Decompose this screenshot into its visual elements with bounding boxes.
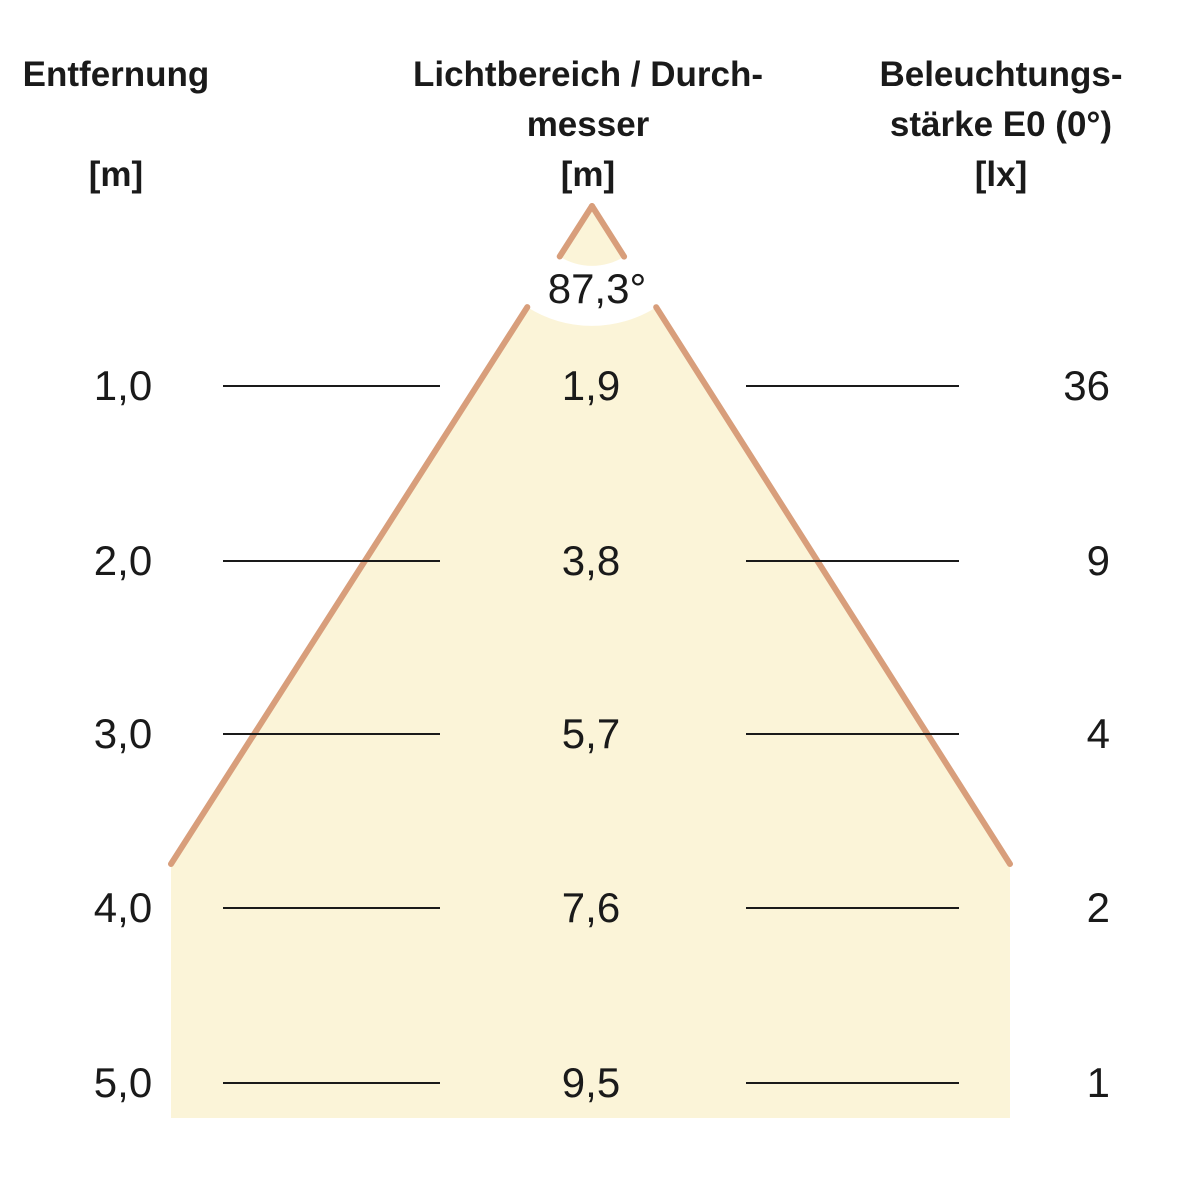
header-illuminance-title-line1: Beleuchtungs-: [879, 55, 1123, 94]
beam-angle-label: 87,3°: [547, 265, 647, 312]
header-distance: Entfernung [m]: [16, 50, 216, 200]
row2-distance: 2,0: [93, 537, 153, 584]
header-diameter-title-line1: Lichtbereich / Durch-: [412, 55, 764, 94]
header-distance-unit: [m]: [88, 155, 144, 194]
row4-distance: 4,0: [93, 884, 153, 931]
row1-illuminance: 36: [1063, 362, 1110, 409]
apex-edge-left-line: [556, 203, 595, 260]
beam-edges: [168, 203, 1013, 867]
row5-distance: 5,0: [93, 1059, 153, 1106]
row5-diameter: 9,5: [561, 1059, 621, 1106]
cone-body-fill: [171, 307, 1010, 1119]
row1-distance: 1,0: [93, 362, 153, 409]
row2-illuminance: 9: [1086, 537, 1110, 584]
row2-diameter: 3,8: [561, 537, 621, 584]
beam-edge-left-line: [168, 304, 531, 867]
header-illuminance-unit: [lx]: [974, 155, 1028, 194]
header-distance-title: Entfernung: [22, 55, 210, 94]
row4-illuminance: 2: [1086, 884, 1110, 931]
row4-diameter: 7,6: [561, 884, 621, 931]
row3-diameter: 5,7: [561, 710, 621, 757]
cone-apex-sector-fill: [559, 206, 625, 266]
row5-illuminance: 1: [1086, 1059, 1110, 1106]
beam-edge-right-line: [653, 304, 1013, 867]
header-illuminance: Beleuchtungs- stärke E0 (0°) [lx]: [851, 50, 1151, 200]
header-distance-spacer: [16, 100, 216, 150]
header-diameter-title-line2: messer: [526, 105, 650, 144]
row-reference-lines: [223, 385, 959, 1084]
row3-illuminance: 4: [1086, 710, 1110, 757]
header-diameter: Lichtbereich / Durch- messer [m]: [368, 50, 808, 200]
header-diameter-unit: [m]: [560, 155, 616, 194]
row3-distance: 3,0: [93, 710, 153, 757]
row1-diameter: 1,9: [561, 362, 621, 409]
apex-edge-right-line: [589, 203, 628, 260]
header-illuminance-title-line2: stärke E0 (0°): [889, 105, 1113, 144]
